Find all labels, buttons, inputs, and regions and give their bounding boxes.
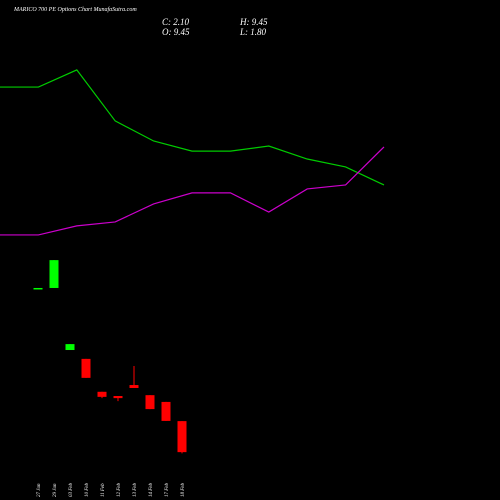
candle-body [129, 385, 139, 388]
x-tick-label: 13 Feb [133, 482, 138, 497]
line-series [0, 69, 385, 186]
candle-body [113, 396, 123, 399]
x-tick-label: 03 Feb [69, 482, 74, 497]
x-tick-label: 17 Feb [165, 482, 170, 497]
x-tick-label: 27 Jan [37, 483, 42, 497]
candle-body [65, 344, 75, 351]
candle-body [33, 287, 43, 290]
candle-body [49, 260, 59, 288]
candle-body [161, 401, 171, 421]
low-label: L: 1.80 [239, 27, 267, 37]
x-tick-label: 18 Feb [181, 482, 186, 497]
high-label: H: 9.45 [239, 17, 268, 27]
candle-body [177, 421, 187, 453]
chart-title: MARICO 700 PE Options Chart MunafaSutra.… [13, 6, 137, 13]
close-label: C: 2.10 [162, 17, 190, 27]
line-series [0, 146, 385, 236]
open-label: O: 9.45 [162, 27, 190, 37]
x-tick-label: 14 Feb [149, 482, 154, 497]
x-tick-label: 11 Feb [101, 483, 106, 497]
candle-body [81, 358, 91, 378]
x-tick-label: 10 Feb [85, 482, 90, 497]
x-tick-label: 12 Feb [117, 482, 122, 497]
candle-body [145, 395, 155, 410]
x-tick-label: 29 Jan [53, 483, 58, 497]
candle-body [97, 391, 107, 397]
